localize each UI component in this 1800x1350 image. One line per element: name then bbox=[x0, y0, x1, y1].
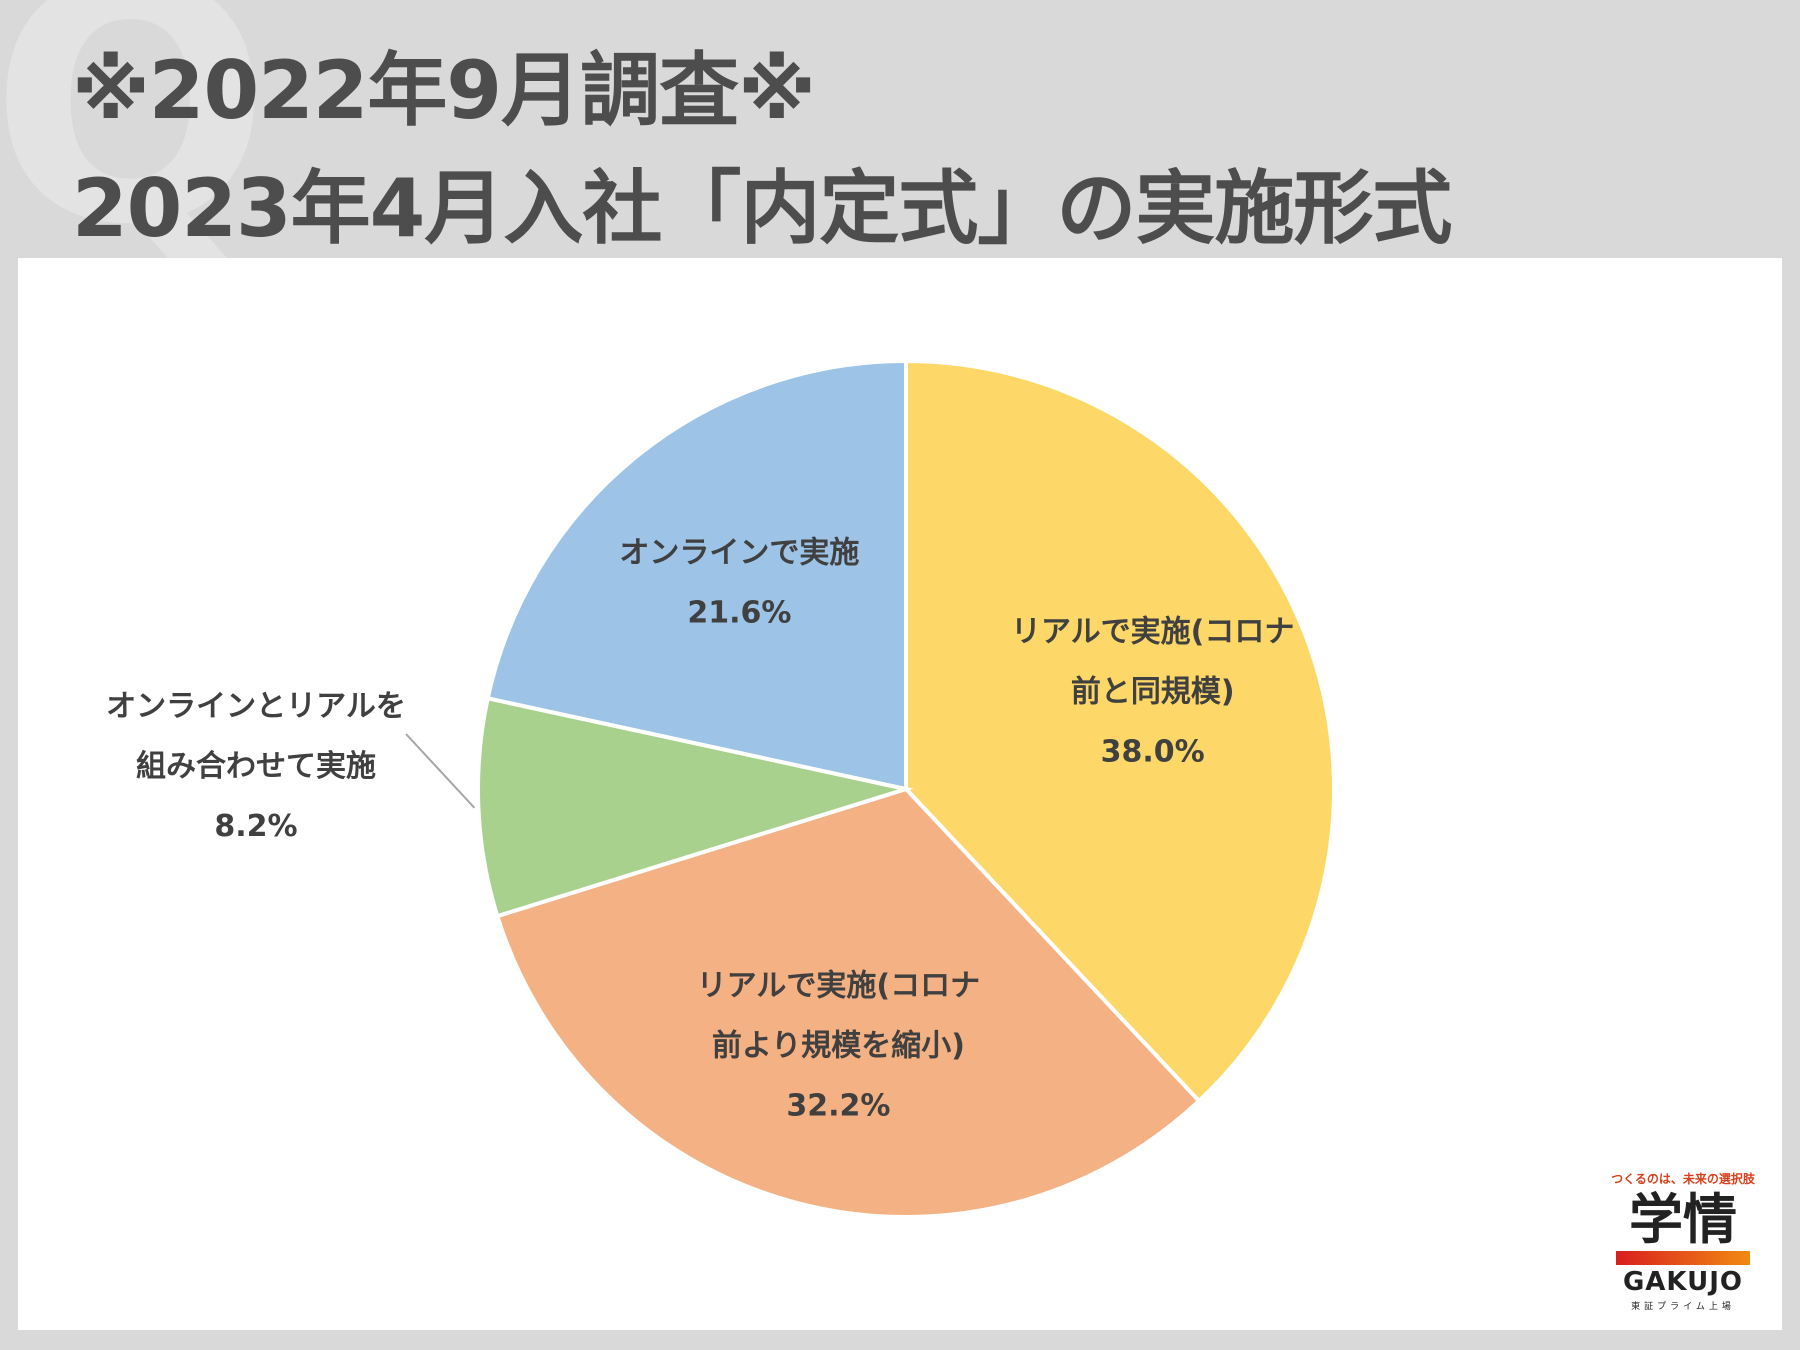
logo-sub: 東証プライム上場 bbox=[1631, 1302, 1735, 1312]
pie-slice-4 bbox=[485, 358, 908, 792]
page-title: ※2022年9月調査※ 2023年4月入社「内定式」の実施形式 bbox=[72, 32, 1452, 268]
slice-label-4: オンラインで実施 21.6% bbox=[619, 535, 859, 630]
slice-value-1: 38.0% bbox=[1101, 734, 1205, 769]
pie-slice-1 bbox=[904, 358, 1336, 1104]
logo-name-en: GAKUJO bbox=[1622, 1267, 1744, 1297]
slice-label-line: 前より規模を縮小) bbox=[712, 1029, 965, 1064]
slice-label-line: 前と同規模) bbox=[1071, 674, 1235, 709]
title-line-2: 2023年4月入社「内定式」の実施形式 bbox=[72, 162, 1452, 255]
slice-label-1: リアルで実施(コロナ前と同規模) 38.0% bbox=[1011, 614, 1294, 769]
slice-label-line: リアルで実施(コロナ bbox=[1011, 614, 1294, 649]
gakujo-logo: つくるのは、未来の選択肢 学情 GAKUJO 東証プライム上場 bbox=[1608, 1170, 1758, 1312]
logo-tagline: つくるのは、未来の選択肢 bbox=[1611, 1172, 1755, 1186]
chart-panel: リアルで実施(コロナ前と同規模) 38.0% リアルで実施(コロナ前より規模を縮小)… bbox=[18, 258, 1782, 1330]
slice-label-line: 組み合わせて実施 bbox=[136, 749, 376, 784]
pie-slice-3 bbox=[476, 695, 914, 919]
logo-name: 学情 bbox=[1629, 1188, 1737, 1251]
slice-label-2: リアルで実施(コロナ前より規模を縮小) 32.2% bbox=[697, 969, 980, 1124]
title-line-1: ※2022年9月調査※ bbox=[72, 44, 816, 137]
slice-value-3: 8.2% bbox=[214, 809, 297, 844]
leader-line-3 bbox=[405, 733, 476, 809]
pie-slice-2 bbox=[494, 786, 1202, 1220]
slice-value-2: 32.2% bbox=[786, 1089, 890, 1124]
slice-label-3: オンラインとリアルを組み合わせて実施 8.2% bbox=[106, 689, 406, 844]
pie-chart: リアルで実施(コロナ前と同規模) 38.0%リアルで実施(コロナ前より規模を縮小)… bbox=[106, 358, 1336, 1220]
slice-label-line: リアルで実施(コロナ bbox=[697, 969, 980, 1004]
logo-bar bbox=[1616, 1251, 1750, 1265]
slice-label-line: オンラインとリアルを bbox=[106, 689, 406, 724]
slice-value-4: 21.6% bbox=[687, 595, 791, 630]
slice-label-line: オンラインで実施 bbox=[619, 535, 859, 570]
